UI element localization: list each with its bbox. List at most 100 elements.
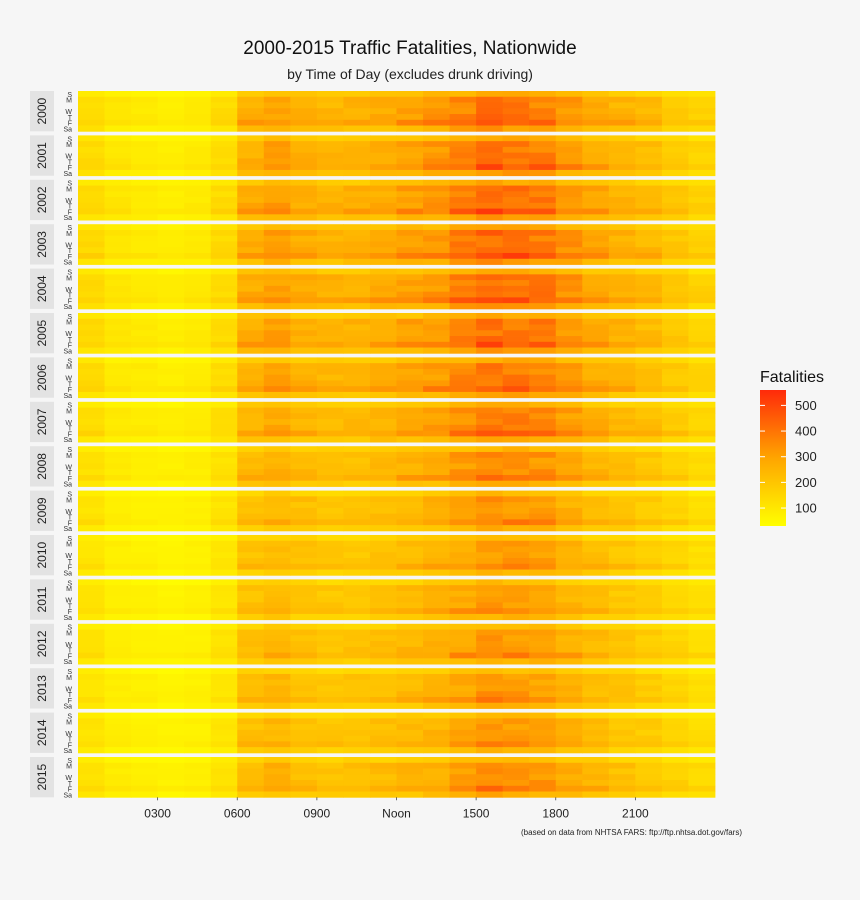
heatmap-cell <box>449 191 477 198</box>
heatmap-cell <box>635 673 663 681</box>
heatmap-cell <box>449 96 477 103</box>
heatmap-cell <box>582 558 610 565</box>
heatmap-cell <box>290 507 318 515</box>
heatmap-cell <box>476 324 504 331</box>
heatmap-cell <box>104 490 132 497</box>
heatmap-cell <box>688 152 716 159</box>
heatmap-cell <box>582 496 610 503</box>
heatmap-cell <box>661 696 689 704</box>
heatmap-cell <box>529 430 557 437</box>
heatmap-cell <box>529 380 557 387</box>
heatmap-cell <box>263 430 291 437</box>
day-tick-label: W <box>65 376 72 383</box>
heatmap-cell <box>502 407 530 414</box>
heatmap-cell <box>104 496 132 503</box>
heatmap-cell <box>449 368 477 376</box>
heatmap-cell <box>635 235 663 242</box>
heatmap-cell <box>608 729 636 737</box>
heatmap-cell <box>396 629 424 636</box>
heatmap-cell <box>104 146 132 154</box>
heatmap-cell <box>369 336 397 343</box>
heatmap-cell <box>608 401 636 408</box>
heatmap-cell <box>635 229 663 237</box>
heatmap-cell <box>131 552 159 559</box>
heatmap-cell <box>555 313 583 320</box>
heatmap-cell <box>343 552 371 559</box>
heatmap-cell <box>449 114 477 121</box>
heatmap-cell <box>184 280 212 287</box>
day-tick-label: F <box>68 209 72 216</box>
heatmap-cell <box>157 96 185 103</box>
heatmap-cell <box>290 558 318 565</box>
heatmap-cell <box>529 152 557 159</box>
heatmap-cell <box>688 125 716 132</box>
heatmap-cell <box>78 197 105 204</box>
heatmap-cell <box>635 252 663 260</box>
heatmap-cell <box>423 691 450 698</box>
heatmap-cell <box>555 419 583 426</box>
heatmap-cell <box>502 297 530 304</box>
heatmap-cell <box>369 357 397 364</box>
heatmap-cell <box>184 285 212 293</box>
heatmap-cell <box>608 146 636 154</box>
heatmap-cell <box>449 208 477 215</box>
heatmap-cell <box>263 629 291 636</box>
heatmap-cell <box>608 419 636 426</box>
heatmap-cell <box>608 374 636 381</box>
heatmap-cell <box>157 780 185 787</box>
heatmap-cell <box>263 347 291 354</box>
heatmap-cell <box>290 413 318 420</box>
day-tick-label: S <box>67 536 72 543</box>
heatmap-cell <box>635 258 663 265</box>
heatmap-cell <box>688 513 716 520</box>
heatmap-cell <box>502 347 530 354</box>
heatmap-cell <box>104 608 132 615</box>
day-tick-label: Sa <box>63 615 72 622</box>
heatmap-cell <box>210 114 238 121</box>
heatmap-cell <box>555 535 583 542</box>
heatmap-cell <box>476 208 504 215</box>
heatmap-cell <box>104 179 132 186</box>
heatmap-cell <box>661 291 689 298</box>
heatmap-cell <box>237 463 265 470</box>
heatmap-cell <box>343 590 371 598</box>
heatmap-cell <box>661 202 689 209</box>
heatmap-cell <box>555 191 583 198</box>
heatmap-cell <box>104 718 132 725</box>
heatmap-cell <box>131 646 159 653</box>
heatmap-cell <box>582 552 610 559</box>
day-tick-label: F <box>68 343 72 350</box>
heatmap-cell <box>582 224 610 231</box>
heatmap-cell <box>157 141 185 148</box>
heatmap-cell <box>449 696 477 704</box>
heatmap-cell <box>502 125 530 132</box>
heatmap-cell <box>555 613 583 621</box>
heatmap-cell <box>131 102 159 109</box>
heatmap-cell <box>476 552 504 559</box>
heatmap-cell <box>688 119 716 126</box>
heatmap-cell <box>476 590 504 598</box>
heatmap-cell <box>290 102 318 109</box>
heatmap-cell <box>131 673 159 681</box>
heatmap-cell <box>688 474 716 482</box>
heatmap-cell <box>78 741 105 748</box>
heatmap-cell <box>290 480 318 487</box>
heatmap-cell <box>78 585 105 592</box>
heatmap-cell <box>78 419 105 426</box>
heatmap-cell <box>449 280 477 287</box>
heatmap-cell <box>608 791 636 798</box>
heatmap-cell <box>582 463 610 470</box>
heatmap-cell <box>237 608 265 615</box>
heatmap-cell <box>369 258 397 265</box>
heatmap-cell <box>184 341 212 348</box>
heatmap-cell <box>263 363 291 370</box>
heatmap-cell <box>343 241 371 248</box>
heatmap-cell <box>423 436 450 443</box>
heatmap-cell <box>184 357 212 364</box>
heatmap-cell <box>396 569 424 576</box>
heatmap-cell <box>237 602 265 609</box>
heatmap-cell <box>210 135 238 142</box>
heatmap-cell <box>502 424 530 431</box>
heatmap-cell <box>582 646 610 653</box>
heatmap-cell <box>688 102 716 109</box>
